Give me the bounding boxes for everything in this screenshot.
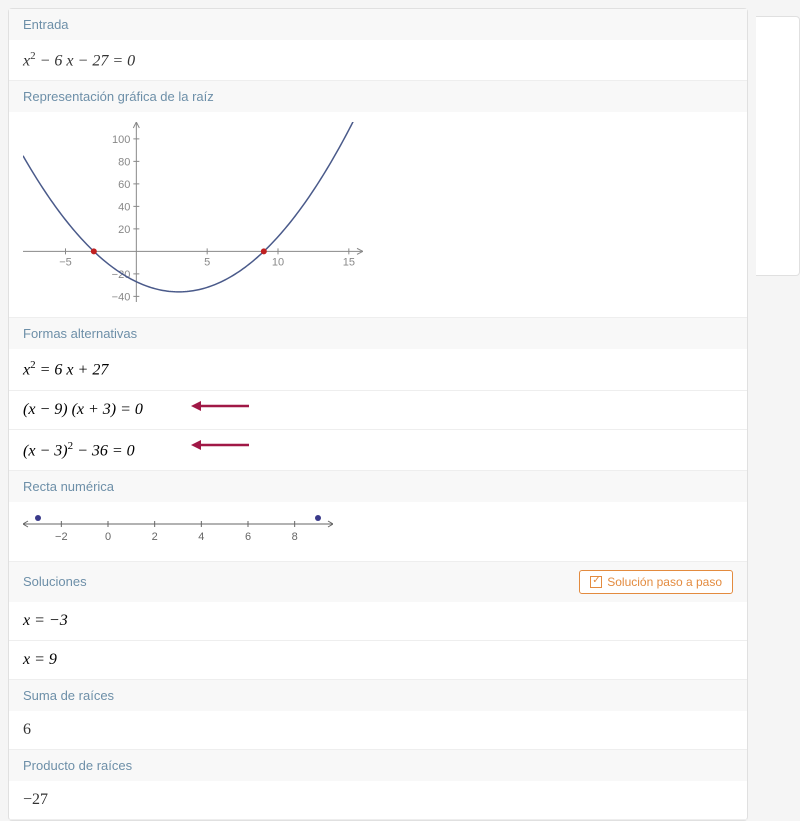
svg-text:10: 10: [272, 257, 284, 269]
solutions-header: Soluciones Solución paso a paso: [9, 562, 747, 602]
graph-chart: −5 5 10 15 −40 −20 20 40 60 80 100: [9, 112, 747, 317]
alternatives-header: Formas alternativas: [9, 318, 747, 349]
arrow-icon: [189, 438, 249, 452]
parabola-plot: −5 5 10 15 −40 −20 20 40 60 80 100: [23, 122, 363, 302]
svg-text:−40: −40: [112, 292, 131, 303]
svg-text:−20: −20: [112, 269, 131, 281]
svg-text:15: 15: [343, 257, 355, 269]
svg-text:8: 8: [292, 531, 298, 542]
svg-text:60: 60: [118, 179, 130, 191]
alternatives-section: Formas alternativas x2 = 6 x + 27(x − 9)…: [9, 318, 747, 471]
sum-value: 6: [9, 711, 747, 749]
svg-text:40: 40: [118, 202, 130, 214]
svg-text:6: 6: [245, 531, 251, 542]
svg-text:100: 100: [112, 134, 130, 146]
solution-row: x = 9: [9, 641, 747, 679]
main-panel: Entrada x2 − 6 x − 27 = 0 Representación…: [8, 8, 748, 821]
graph-section: Representación gráfica de la raíz −5 5 10 1…: [9, 81, 747, 318]
alternatives-list: x2 = 6 x + 27(x − 9) (x + 3) = 0(x − 3)2…: [9, 349, 747, 470]
input-equation: x2 − 6 x − 27 = 0: [9, 40, 747, 80]
solution-row: x = −3: [9, 602, 747, 641]
svg-text:80: 80: [118, 157, 130, 169]
step-by-step-button[interactable]: Solución paso a paso: [579, 570, 733, 594]
solutions-title: Soluciones: [23, 574, 87, 589]
sum-section: Suma de raíces 6: [9, 680, 747, 750]
numberline-section: Recta numérica −2 0 2 4 6 8: [9, 471, 747, 562]
svg-text:0: 0: [105, 531, 111, 542]
solutions-list: x = −3x = 9: [9, 602, 747, 679]
svg-text:2: 2: [152, 531, 158, 542]
alternative-form-row: (x − 9) (x + 3) = 0: [9, 391, 747, 430]
product-value: −27: [9, 781, 747, 819]
numberline-chart: −2 0 2 4 6 8: [9, 502, 747, 561]
input-section: Entrada x2 − 6 x − 27 = 0: [9, 9, 747, 81]
product-section: Producto de raíces −27: [9, 750, 747, 820]
svg-text:5: 5: [204, 257, 210, 269]
svg-text:−2: −2: [55, 531, 68, 542]
numberline-header: Recta numérica: [9, 471, 747, 502]
input-header: Entrada: [9, 9, 747, 40]
svg-text:20: 20: [118, 224, 130, 236]
svg-text:−5: −5: [59, 257, 72, 269]
alternative-form-row: (x − 3)2 − 36 = 0: [9, 430, 747, 470]
numberline-plot: −2 0 2 4 6 8: [23, 512, 333, 542]
graph-header: Representación gráfica de la raíz: [9, 81, 747, 112]
step-by-step-label: Solución paso a paso: [607, 575, 722, 589]
svg-text:4: 4: [198, 531, 204, 542]
product-header: Producto de raíces: [9, 750, 747, 781]
checkmark-icon: [590, 576, 602, 588]
solutions-section: Soluciones Solución paso a paso x = −3x …: [9, 562, 747, 680]
alternative-form-row: x2 = 6 x + 27: [9, 349, 747, 390]
sum-header: Suma de raíces: [9, 680, 747, 711]
arrow-icon: [189, 399, 249, 413]
side-panel: [756, 16, 800, 276]
